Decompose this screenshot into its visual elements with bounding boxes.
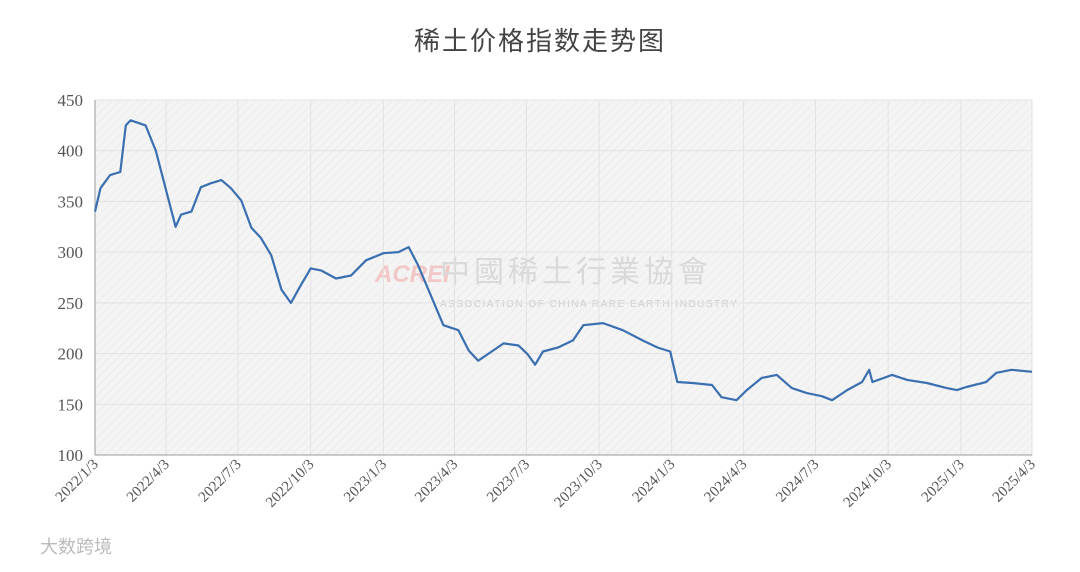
watermark-logo: ACREI [374, 261, 451, 288]
x-tick-label: 2022/4/3 [124, 457, 173, 506]
x-tick-label: 2023/4/3 [412, 457, 461, 506]
watermark-english: ASSOCIATION OF CHINA RARE EARTH INDUSTRY [440, 299, 738, 310]
y-tick-label: 450 [58, 91, 84, 110]
y-tick-label: 350 [58, 192, 84, 211]
y-tick-label: 200 [58, 345, 84, 364]
y-tick-label: 300 [58, 243, 84, 262]
y-tick-label: 400 [58, 142, 84, 161]
x-tick-label: 2024/4/3 [701, 457, 750, 506]
plot-area [95, 100, 1032, 455]
x-tick-label: 2024/1/3 [630, 457, 679, 506]
line [93, 119, 1033, 402]
x-tick-label: 2023/7/3 [484, 457, 533, 506]
x-tick-label: 2025/4/3 [990, 457, 1039, 506]
x-tick-label: 2025/1/3 [919, 457, 968, 506]
x-tick-label: 2024/10/3 [841, 457, 895, 511]
y-tick-label: 150 [58, 395, 84, 414]
x-tick-label: 2022/7/3 [196, 457, 245, 506]
watermark-name: 中國稀土行業協會 [440, 256, 712, 289]
x-tick-label: 2022/10/3 [263, 457, 317, 511]
x-tick-label: 2024/7/3 [773, 457, 822, 506]
source-mark: 大数跨境 [40, 537, 112, 558]
y-tick-label: 100 [58, 446, 84, 465]
y-tick-label: 250 [58, 294, 84, 313]
x-tick-label: 2023/10/3 [552, 457, 606, 511]
x-tick-label: 2023/1/3 [341, 457, 390, 506]
chart-title: 稀土价格指数走势图 [414, 27, 666, 56]
